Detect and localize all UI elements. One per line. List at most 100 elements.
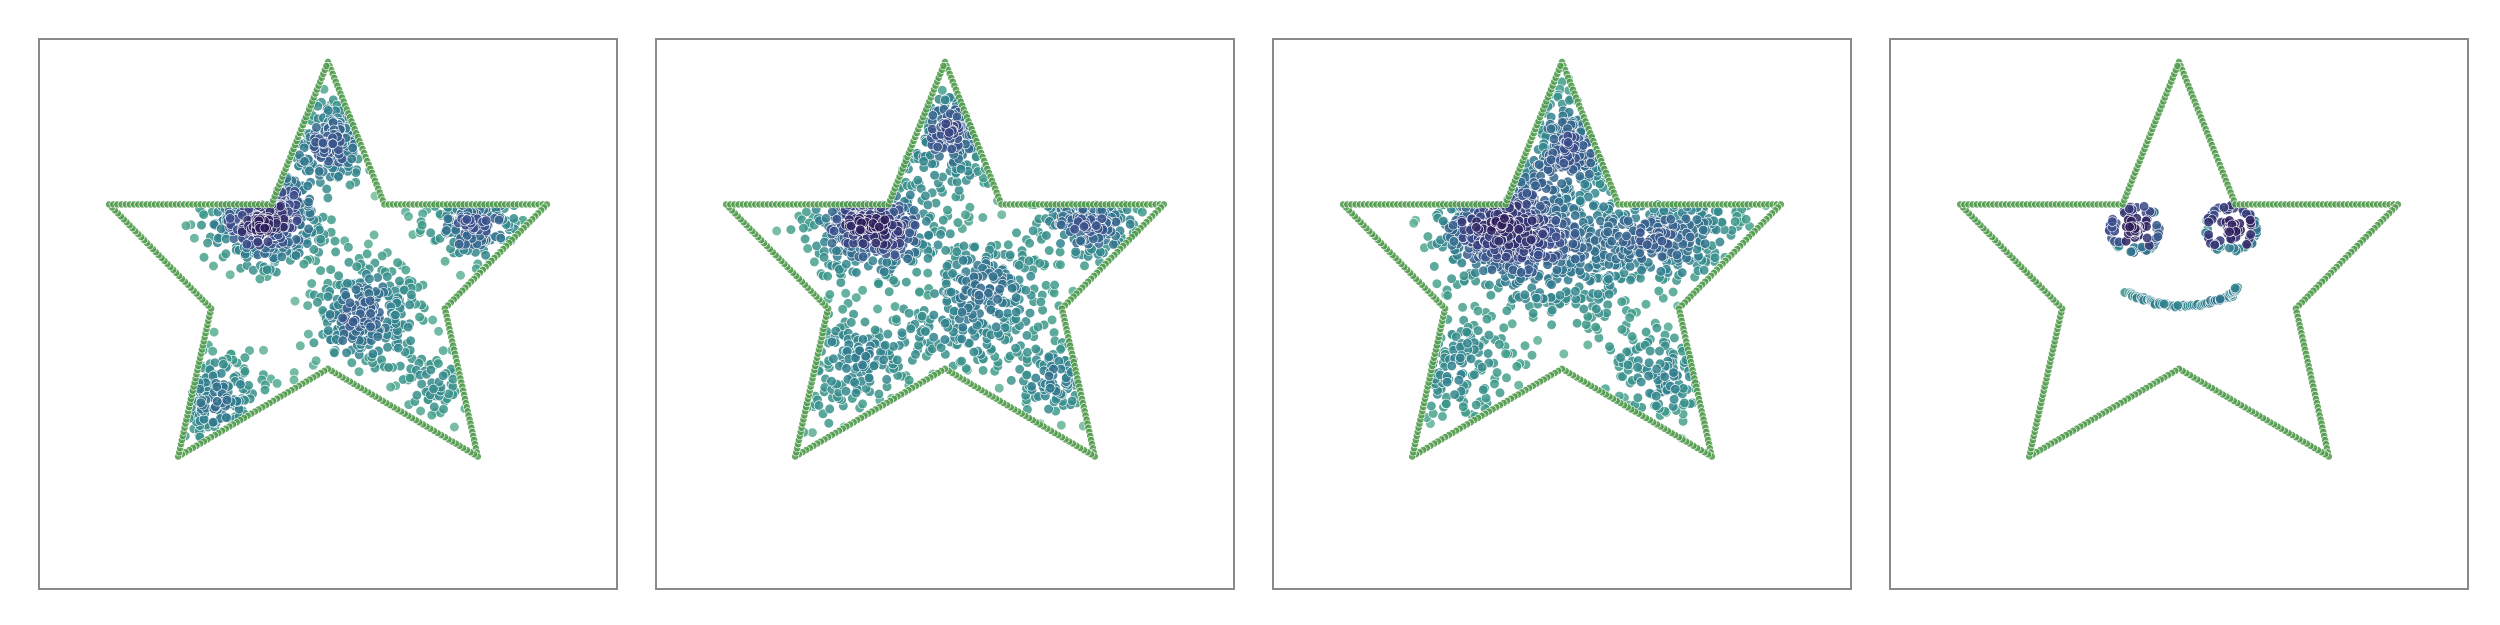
data-point — [1028, 225, 1039, 236]
data-point — [414, 312, 425, 323]
data-point — [969, 242, 980, 253]
data-point — [1067, 395, 1078, 407]
data-point — [956, 356, 967, 367]
data-point — [910, 349, 921, 360]
data-point — [1466, 353, 1477, 364]
data-point — [1616, 324, 1628, 335]
data-point — [851, 267, 862, 278]
data-point — [225, 213, 236, 224]
data-point — [212, 396, 223, 407]
data-point — [1033, 321, 1044, 333]
data-point — [1457, 302, 1468, 313]
data-point — [1511, 361, 1522, 372]
data-point — [835, 277, 846, 288]
data-point — [938, 215, 949, 226]
data-point — [873, 388, 884, 400]
data-point — [1021, 370, 1032, 381]
data-point — [874, 221, 885, 232]
data-point — [921, 216, 932, 227]
data-point — [1021, 330, 1033, 341]
data-point — [1624, 312, 1635, 323]
data-point — [846, 220, 857, 232]
data-point — [1494, 339, 1505, 350]
data-point — [800, 233, 811, 245]
data-point — [1448, 220, 1459, 231]
data-point — [1635, 227, 1646, 238]
data-point — [1641, 326, 1652, 338]
data-point — [802, 243, 813, 254]
data-point — [881, 374, 892, 385]
data-point — [438, 345, 449, 356]
data-point — [977, 212, 988, 223]
data-point — [1030, 372, 1041, 384]
data-point — [991, 321, 1002, 333]
data-point — [1526, 350, 1538, 361]
data-point — [315, 234, 326, 245]
data-point — [985, 304, 996, 315]
data-point — [276, 251, 287, 262]
data-point — [1484, 279, 1495, 291]
data-point — [1422, 231, 1433, 242]
data-point — [822, 271, 833, 282]
data-point — [275, 201, 286, 212]
data-point — [1643, 370, 1654, 382]
data-point — [1079, 260, 1090, 271]
data-point — [1585, 157, 1596, 169]
data-point — [344, 179, 356, 191]
data-point — [404, 299, 415, 310]
data-point — [365, 308, 376, 319]
data-point — [364, 273, 375, 284]
data-point — [824, 403, 835, 415]
data-point — [957, 307, 968, 318]
data-point — [873, 278, 884, 289]
data-point — [961, 363, 972, 374]
data-point — [295, 340, 306, 351]
data-point — [1481, 314, 1493, 325]
data-point — [327, 138, 338, 149]
data-point — [1516, 267, 1527, 278]
data-point — [1023, 255, 1035, 266]
data-point — [955, 164, 967, 175]
data-point — [248, 265, 259, 276]
data-point — [1558, 158, 1569, 169]
data-point — [992, 294, 1003, 305]
data-point — [859, 316, 871, 328]
data-point — [308, 244, 320, 255]
data-point — [1668, 367, 1679, 378]
data-point — [189, 233, 200, 244]
data-point — [823, 418, 834, 429]
data-point — [351, 261, 362, 272]
data-point — [1471, 222, 1482, 233]
data-point — [385, 382, 396, 393]
data-point — [303, 197, 314, 208]
data-point — [1446, 273, 1457, 284]
data-point — [858, 238, 869, 249]
data-point — [1709, 252, 1721, 263]
data-point — [1550, 215, 1561, 226]
data-point — [347, 142, 358, 153]
data-point — [1570, 210, 1581, 221]
data-point — [440, 256, 451, 267]
data-point — [849, 377, 860, 388]
data-point — [1091, 220, 1102, 231]
data-point — [306, 278, 317, 289]
data-point — [807, 427, 818, 438]
data-point — [290, 250, 302, 261]
data-point — [994, 284, 1005, 295]
data-point — [1055, 259, 1066, 270]
data-point — [857, 398, 868, 410]
data-point — [343, 242, 354, 253]
data-point — [441, 225, 452, 236]
data-point — [1627, 331, 1638, 342]
data-point — [857, 359, 868, 371]
data-point — [945, 228, 956, 239]
data-point — [870, 324, 881, 336]
data-point — [1741, 214, 1752, 225]
data-point — [481, 215, 492, 226]
data-point — [813, 400, 824, 411]
data-point — [221, 412, 232, 423]
data-point — [427, 314, 438, 326]
data-point — [1642, 239, 1653, 250]
data-point — [1095, 246, 1106, 257]
data-point — [1670, 384, 1681, 395]
